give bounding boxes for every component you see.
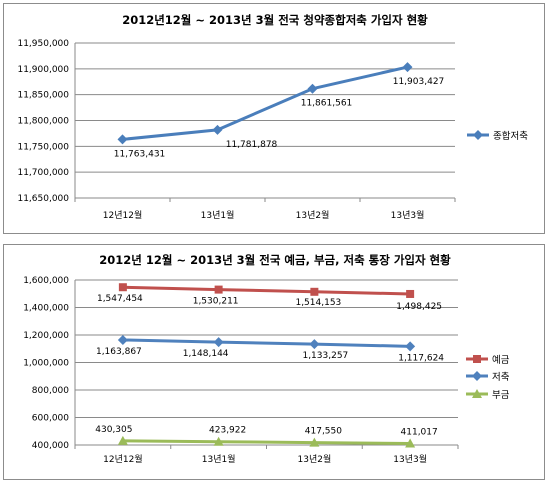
- data-point: [117, 134, 128, 145]
- data-point: [213, 337, 224, 348]
- data-point: [213, 436, 224, 446]
- data-point: [310, 287, 319, 296]
- chart-2-svg: 2012년 12월 ~ 2013년 3월 전국 예금, 부금, 저축 통장 가입…: [23, 253, 510, 465]
- data-label: 423,922: [209, 426, 246, 436]
- x-tick-label: 12년12월: [103, 453, 142, 465]
- chart-panel-2: 2012년 12월 ~ 2013년 3월 전국 예금, 부금, 저축 통장 가입…: [3, 244, 545, 480]
- y-tick-label: 11,800,000: [17, 117, 69, 127]
- data-point: [307, 83, 318, 94]
- data-label: 1,163,867: [96, 347, 142, 357]
- y-tick-label: 400,000: [32, 441, 69, 451]
- data-point: [309, 437, 320, 447]
- y-tick-label: 11,750,000: [17, 142, 69, 152]
- x-tick-label: 13년2월: [296, 209, 330, 221]
- x-tick-label: 13년2월: [298, 453, 332, 465]
- data-label: 11,861,561: [301, 99, 353, 109]
- data-label: 417,550: [305, 427, 342, 437]
- chart-1-svg: 2012년12월 ~ 2013년 3월 전국 청약종합저축 가입자 현황 11,…: [17, 13, 528, 221]
- chart-1-title: 2012년12월 ~ 2013년 3월 전국 청약종합저축 가입자 현황: [122, 13, 428, 27]
- data-point: [406, 289, 415, 298]
- legend-marker: [472, 389, 482, 398]
- data-point: [118, 283, 127, 292]
- y-tick-label: 11,650,000: [17, 194, 69, 204]
- x-tick-label: 13년3월: [393, 453, 427, 465]
- data-label: 1,514,153: [295, 298, 341, 308]
- y-tick-label: 1,400,000: [23, 304, 69, 314]
- data-point: [214, 285, 223, 294]
- data-label: 1,547,454: [97, 294, 143, 304]
- series-line-예금: [122, 285, 411, 296]
- data-point: [212, 124, 223, 135]
- data-point: [117, 435, 128, 445]
- chart-panel-1: 2012년12월 ~ 2013년 3월 전국 청약종합저축 가입자 현황 11,…: [3, 3, 545, 234]
- legend-label: 종합저축: [493, 131, 528, 142]
- data-point: [309, 339, 320, 350]
- y-tick-label: 1,000,000: [23, 359, 69, 369]
- x-tick-label: 13년1월: [202, 453, 236, 465]
- data-label: 1,530,211: [193, 297, 239, 307]
- y-tick-label: 800,000: [32, 386, 69, 396]
- y-tick-label: 600,000: [32, 414, 69, 424]
- series-line-부금: [122, 439, 411, 445]
- y-tick-label: 11,900,000: [17, 65, 69, 75]
- data-label: 430,305: [95, 425, 132, 435]
- y-tick-label: 1,600,000: [23, 276, 69, 286]
- data-label: 1,498,425: [396, 302, 442, 312]
- y-tick-label: 11,700,000: [17, 168, 69, 178]
- series-line-종합저축: [122, 65, 408, 141]
- legend-label: 저축: [492, 372, 510, 383]
- data-label: 11,903,427: [393, 77, 445, 87]
- y-tick-label: 11,850,000: [17, 91, 69, 101]
- series-line-저축: [122, 338, 411, 348]
- data-label: 11,763,431: [114, 149, 166, 159]
- x-tick-label: 12년12월: [103, 209, 142, 221]
- data-label: 1,133,257: [302, 351, 348, 361]
- data-point: [117, 334, 128, 345]
- legend-marker: [472, 371, 482, 381]
- legend-label: 예금: [492, 355, 510, 366]
- data-point: [405, 341, 416, 352]
- legend-marker: [473, 130, 483, 140]
- data-point: [402, 62, 413, 73]
- y-tick-label: 1,200,000: [23, 331, 69, 341]
- x-tick-label: 13년1월: [201, 209, 235, 221]
- data-label: 11,781,878: [226, 140, 278, 150]
- x-tick-label: 13년3월: [391, 209, 425, 221]
- data-label: 411,017: [401, 427, 438, 437]
- data-label: 1,148,144: [183, 349, 229, 359]
- legend-label: 부금: [492, 390, 510, 401]
- chart-2-title: 2012년 12월 ~ 2013년 3월 전국 예금, 부금, 저축 통장 가입…: [99, 253, 451, 267]
- data-label: 1,117,624: [398, 353, 444, 363]
- data-point: [405, 438, 416, 448]
- y-tick-label: 11,950,000: [17, 39, 69, 49]
- legend-marker: [473, 355, 481, 363]
